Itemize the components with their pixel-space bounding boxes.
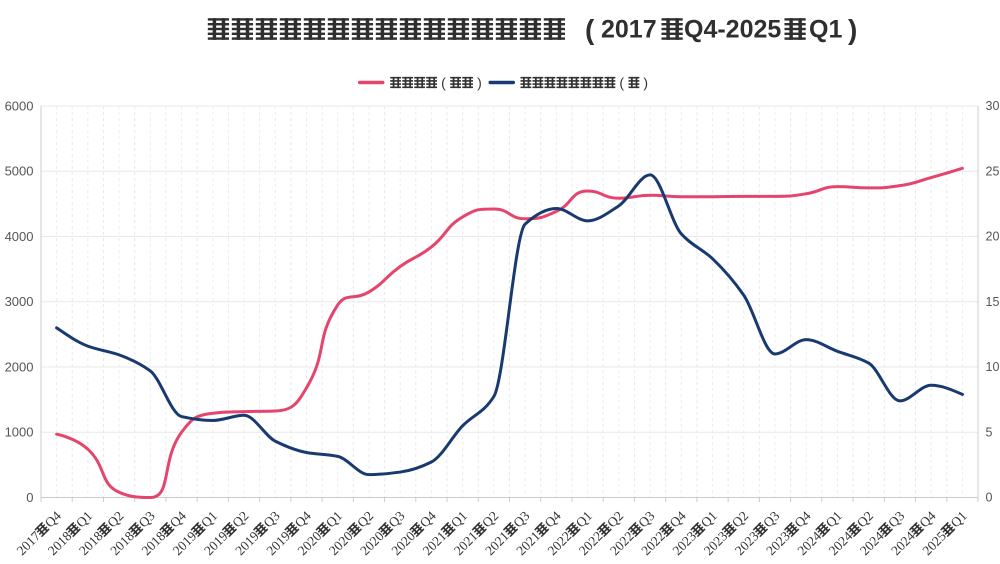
svg-text:0: 0 <box>986 491 993 505</box>
svg-text:2017: 2017 <box>601 15 657 43</box>
svg-text:5000: 5000 <box>5 164 34 179</box>
svg-text:5: 5 <box>986 425 993 439</box>
svg-text:3000: 3000 <box>5 294 34 309</box>
svg-text:4000: 4000 <box>5 229 34 244</box>
svg-text:): ) <box>477 74 482 90</box>
svg-text:15: 15 <box>986 295 1000 309</box>
svg-text:Q4-2025: Q4-2025 <box>684 15 781 43</box>
svg-text:(: ( <box>441 74 446 90</box>
svg-text:): ) <box>643 74 648 90</box>
svg-text:Q1: Q1 <box>809 15 842 43</box>
svg-text:10: 10 <box>986 360 1000 374</box>
svg-text:20: 20 <box>986 230 1000 244</box>
svg-text:25: 25 <box>986 164 1000 178</box>
svg-text:(: ( <box>619 74 624 90</box>
svg-text:6000: 6000 <box>5 98 34 113</box>
svg-text:(: ( <box>585 14 595 45</box>
svg-text:): ) <box>848 14 857 45</box>
svg-text:0: 0 <box>26 490 33 505</box>
svg-text:2000: 2000 <box>5 359 34 374</box>
svg-text:1000: 1000 <box>5 425 34 440</box>
svg-text:30: 30 <box>986 99 1000 113</box>
